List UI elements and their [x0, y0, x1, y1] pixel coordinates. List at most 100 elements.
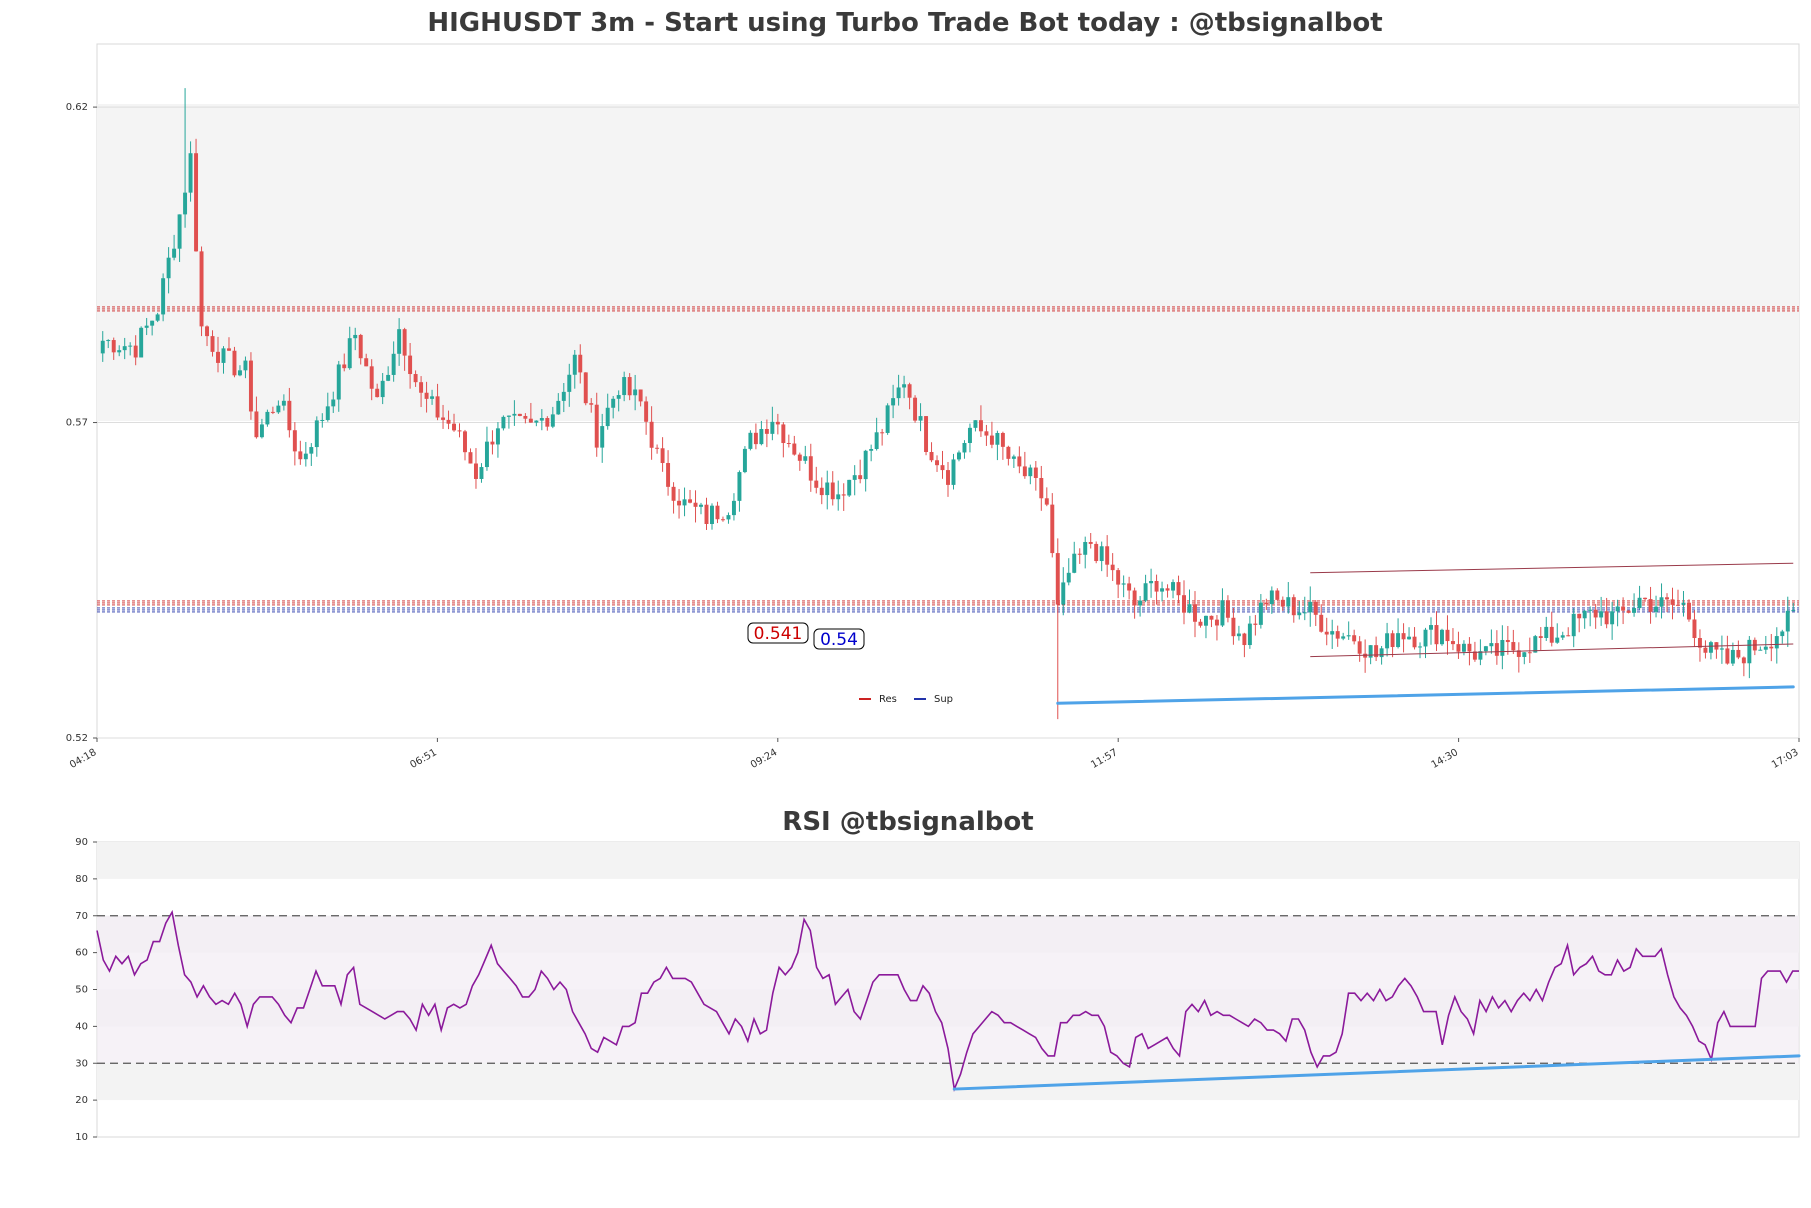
- legend-res-label: Res: [879, 694, 897, 705]
- candle-body: [605, 407, 610, 427]
- candle-body: [1566, 635, 1571, 637]
- price-x-tick-label: 11:57: [1089, 747, 1119, 771]
- candle-body: [391, 353, 396, 375]
- candle-body: [1291, 597, 1296, 616]
- level-label-sup: 0.54: [813, 628, 865, 650]
- candle-body: [1758, 649, 1763, 651]
- candle-body: [951, 459, 956, 485]
- candle-body: [133, 345, 138, 358]
- candle-body: [836, 494, 841, 500]
- channel-upper-line: [1310, 562, 1794, 574]
- candle-body: [902, 384, 907, 388]
- candle-body: [1214, 619, 1219, 626]
- candle-body: [1533, 636, 1538, 653]
- candle-body: [1006, 446, 1011, 459]
- candle-body: [199, 251, 204, 327]
- candle-body: [1121, 583, 1126, 585]
- candle-body: [1494, 643, 1499, 656]
- candle-body: [1105, 546, 1110, 565]
- candle-body: [1692, 619, 1697, 639]
- candle-body: [1648, 599, 1653, 612]
- candle-body: [1132, 590, 1137, 606]
- price-y-tick-labels: 0.52 0.57 0.62: [66, 102, 97, 744]
- candle-body: [1110, 564, 1115, 571]
- candle-body: [742, 448, 747, 473]
- price-x-tick-label: 17:03: [1770, 747, 1800, 771]
- candle-body: [1412, 636, 1417, 648]
- candle-body: [479, 467, 484, 479]
- candle-body: [1785, 610, 1790, 632]
- candle-body: [1143, 583, 1148, 601]
- candle-body: [232, 350, 237, 376]
- candle-body: [364, 358, 369, 367]
- candle-body: [512, 413, 517, 416]
- candle-body: [748, 432, 753, 449]
- candle-body: [1225, 600, 1230, 618]
- candle-body: [1335, 631, 1340, 639]
- candle-body: [638, 389, 643, 402]
- candle-body: [1472, 651, 1477, 660]
- candle-body: [1165, 588, 1170, 591]
- candle-body: [1730, 649, 1735, 664]
- candle-body: [276, 405, 281, 413]
- rsi-panel: 10 20 30 40 50 60 70 80 90: [75, 837, 1801, 1143]
- candle-body: [1643, 597, 1648, 600]
- candle-body: [1099, 546, 1104, 562]
- candle-body: [292, 430, 297, 452]
- candle-body: [1560, 635, 1565, 638]
- candle-body: [281, 400, 286, 406]
- candle-body: [1741, 657, 1746, 664]
- candle-body: [819, 487, 824, 496]
- rsi-band: [97, 842, 1799, 879]
- candle-body: [929, 451, 934, 461]
- candle-body: [1599, 611, 1604, 618]
- candle-body: [644, 401, 649, 422]
- candle-body: [995, 432, 1000, 445]
- candle-body: [473, 463, 478, 479]
- candle-body: [1522, 652, 1527, 657]
- level-label-res-text: 0.541: [754, 624, 803, 644]
- candle-body: [1044, 498, 1049, 505]
- candle-body: [1763, 646, 1768, 650]
- candle-body: [1302, 612, 1307, 614]
- candle-body: [1423, 629, 1428, 647]
- rsi-band: [97, 1063, 1799, 1101]
- candle-body: [172, 248, 177, 258]
- candle-body: [1747, 639, 1752, 664]
- candle-body: [1011, 456, 1016, 459]
- candle-body: [1418, 646, 1423, 648]
- price-x-tick-labels: 04:18 06:51 09:24 11:57 14:30 17:03: [68, 738, 1801, 771]
- candle-body: [1665, 597, 1669, 600]
- rsi-y-tick-label: 70: [75, 911, 88, 922]
- candle-body: [1116, 570, 1121, 585]
- candle-body: [457, 430, 462, 432]
- candle-body: [1039, 477, 1044, 499]
- candle-body: [1632, 608, 1637, 613]
- candle-body: [528, 418, 533, 423]
- candle-body: [1681, 602, 1686, 605]
- candle-body: [978, 420, 983, 432]
- candle-body: [1313, 601, 1318, 615]
- candle-body: [353, 334, 358, 339]
- candle-body: [627, 377, 632, 396]
- candle-body: [216, 351, 220, 363]
- candle-body: [759, 429, 764, 445]
- candle-body: [227, 348, 231, 351]
- candle-body: [913, 397, 918, 421]
- candle-body: [386, 374, 391, 381]
- candle-body: [786, 443, 791, 445]
- candle-body: [600, 426, 605, 448]
- candle-body: [589, 403, 594, 405]
- candle-body: [1220, 600, 1225, 626]
- candle-body: [1193, 604, 1197, 622]
- candle-body: [1516, 650, 1521, 657]
- rsi-y-tick-labels: 10 20 30 40 50 60 70 80 90: [75, 837, 97, 1143]
- candle-body: [1445, 629, 1450, 642]
- rsi-chart-title: RSI @tbsignalbot: [782, 807, 1033, 837]
- candle-body: [1676, 604, 1680, 606]
- candle-body: [1138, 600, 1143, 606]
- price-x-tick-label: 04:18: [68, 747, 98, 771]
- candle-body: [869, 449, 874, 451]
- price-y-tick-label: 0.57: [66, 418, 88, 429]
- candle-body: [1593, 609, 1598, 618]
